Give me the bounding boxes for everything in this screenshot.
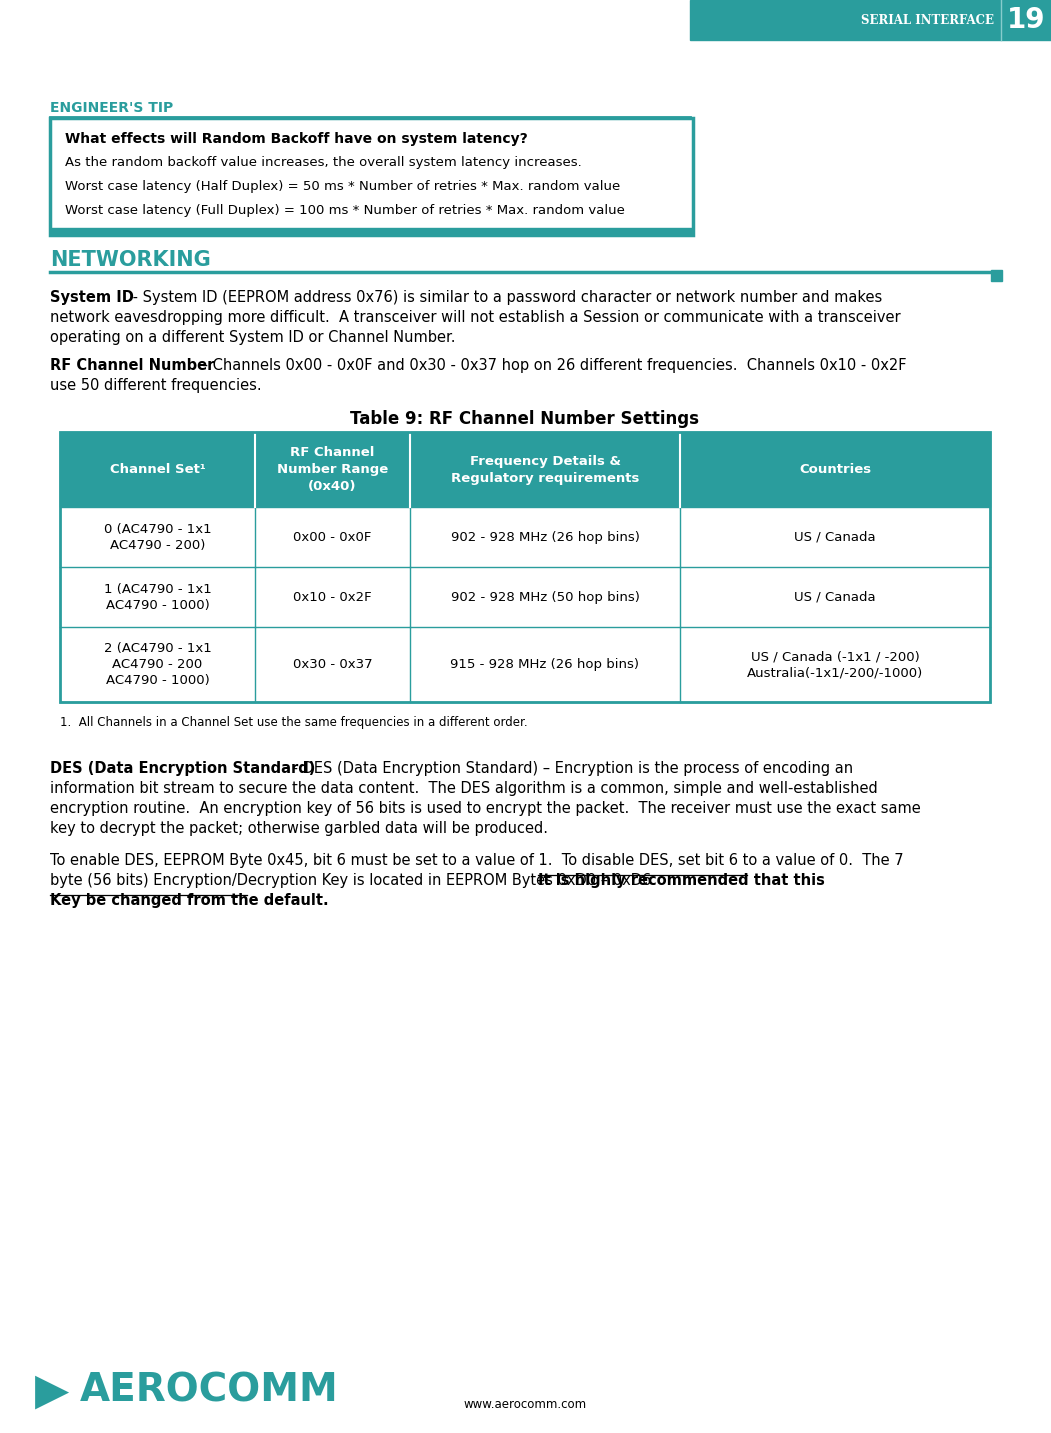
Text: NETWORKING: NETWORKING [50,249,211,269]
Text: encryption routine.  An encryption key of 56 bits is used to encrypt the packet.: encryption routine. An encryption key of… [50,801,921,815]
Text: DES (Data Encryption Standard): DES (Data Encryption Standard) [50,761,315,777]
Text: network eavesdropping more difficult.  A transceiver will not establish a Sessio: network eavesdropping more difficult. A … [50,310,901,325]
Text: As the random backoff value increases, the overall system latency increases.: As the random backoff value increases, t… [65,156,582,169]
Text: - DES (Data Encryption Standard) – Encryption is the process of encoding an: - DES (Data Encryption Standard) – Encry… [288,761,853,777]
Text: 19: 19 [1007,6,1046,34]
Text: 0x10 - 0x2F: 0x10 - 0x2F [293,590,372,603]
Text: ▶: ▶ [35,1370,69,1413]
Text: US / Canada: US / Canada [795,530,875,543]
Text: 0x00 - 0x0F: 0x00 - 0x0F [293,530,372,543]
Text: www.aerocomm.com: www.aerocomm.com [463,1399,586,1412]
Text: RF Channel Number: RF Channel Number [50,358,214,373]
Text: US / Canada: US / Canada [795,590,875,603]
Bar [60,628,990,702]
Text: ENGINEER'S TIP: ENGINEER'S TIP [50,100,173,115]
Text: US / Canada (-1x1 / -200)
Australia(-1x1/-200/-1000): US / Canada (-1x1 / -200) Australia(-1x1… [747,651,923,679]
Text: 0x30 - 0x37: 0x30 - 0x37 [292,658,372,671]
Text: System ID: System ID [50,289,133,305]
Text: Key be changed from the default.: Key be changed from the default. [50,893,329,909]
Text: Countries: Countries [799,463,871,476]
Text: 1.  All Channels in a Channel Set use the same frequencies in a different order.: 1. All Channels in a Channel Set use the… [60,716,528,729]
Text: - System ID (EEPROM address 0x76) is similar to a password character or network : - System ID (EEPROM address 0x76) is sim… [128,289,882,305]
Text: AEROCOMM: AEROCOMM [80,1371,338,1410]
Bar [60,567,990,628]
Text: information bit stream to secure the data content.  The DES algorithm is a commo: information bit stream to secure the dat… [50,781,878,795]
Text: SERIAL INTERFACE: SERIAL INTERFACE [861,13,994,26]
Bar [60,431,990,702]
Text: What effects will Random Backoff have on system latency?: What effects will Random Backoff have on… [65,132,528,146]
Text: 902 - 928 MHz (50 hop bins): 902 - 928 MHz (50 hop bins) [451,590,639,603]
Text: To enable DES, EEPROM Byte 0x45, bit 6 must be set to a value of 1.  To disable : To enable DES, EEPROM Byte 0x45, bit 6 m… [50,853,904,868]
Text: It is highly recommended that this: It is highly recommended that this [538,873,825,888]
Text: 0 (AC4790 - 1x1
AC4790 - 200): 0 (AC4790 - 1x1 AC4790 - 200) [104,523,211,552]
Text: Table 9: RF Channel Number Settings: Table 9: RF Channel Number Settings [350,410,700,428]
Text: 902 - 928 MHz (26 hop bins): 902 - 928 MHz (26 hop bins) [451,530,639,543]
Text: Channel Set¹: Channel Set¹ [109,463,205,476]
Text: byte (56 bits) Encryption/Decryption Key is located in EEPROM Bytes 0xD0 – 0xD6.: byte (56 bits) Encryption/Decryption Key… [50,873,665,888]
Bar [60,431,990,507]
Text: use 50 different frequencies.: use 50 different frequencies. [50,378,262,393]
Text: - Channels 0x00 - 0x0F and 0x30 - 0x37 hop on 26 different frequencies.  Channel: - Channels 0x00 - 0x0F and 0x30 - 0x37 h… [198,358,907,373]
Text: 2 (AC4790 - 1x1
AC4790 - 200
AC4790 - 1000): 2 (AC4790 - 1x1 AC4790 - 200 AC4790 - 10… [104,642,211,686]
Text: Worst case latency (Full Duplex) = 100 ms * Number of retries * Max. random valu: Worst case latency (Full Duplex) = 100 m… [65,203,625,216]
Bar [1001,0,1051,40]
Bar [60,507,990,567]
Bar [691,0,1001,40]
Text: operating on a different System ID or Channel Number.: operating on a different System ID or Ch… [50,330,455,345]
Bar [991,269,1002,281]
Text: 1 (AC4790 - 1x1
AC4790 - 1000): 1 (AC4790 - 1x1 AC4790 - 1000) [104,582,211,612]
Text: RF Channel
Number Range
(0x40): RF Channel Number Range (0x40) [276,446,388,493]
Text: Frequency Details &
Regulatory requirements: Frequency Details & Regulatory requireme… [451,454,639,484]
Bar [50,228,693,235]
Text: 915 - 928 MHz (26 hop bins): 915 - 928 MHz (26 hop bins) [451,658,639,671]
Bar [50,118,693,235]
Text: Worst case latency (Half Duplex) = 50 ms * Number of retries * Max. random value: Worst case latency (Half Duplex) = 50 ms… [65,181,620,193]
Text: key to decrypt the packet; otherwise garbled data will be produced.: key to decrypt the packet; otherwise gar… [50,821,548,835]
